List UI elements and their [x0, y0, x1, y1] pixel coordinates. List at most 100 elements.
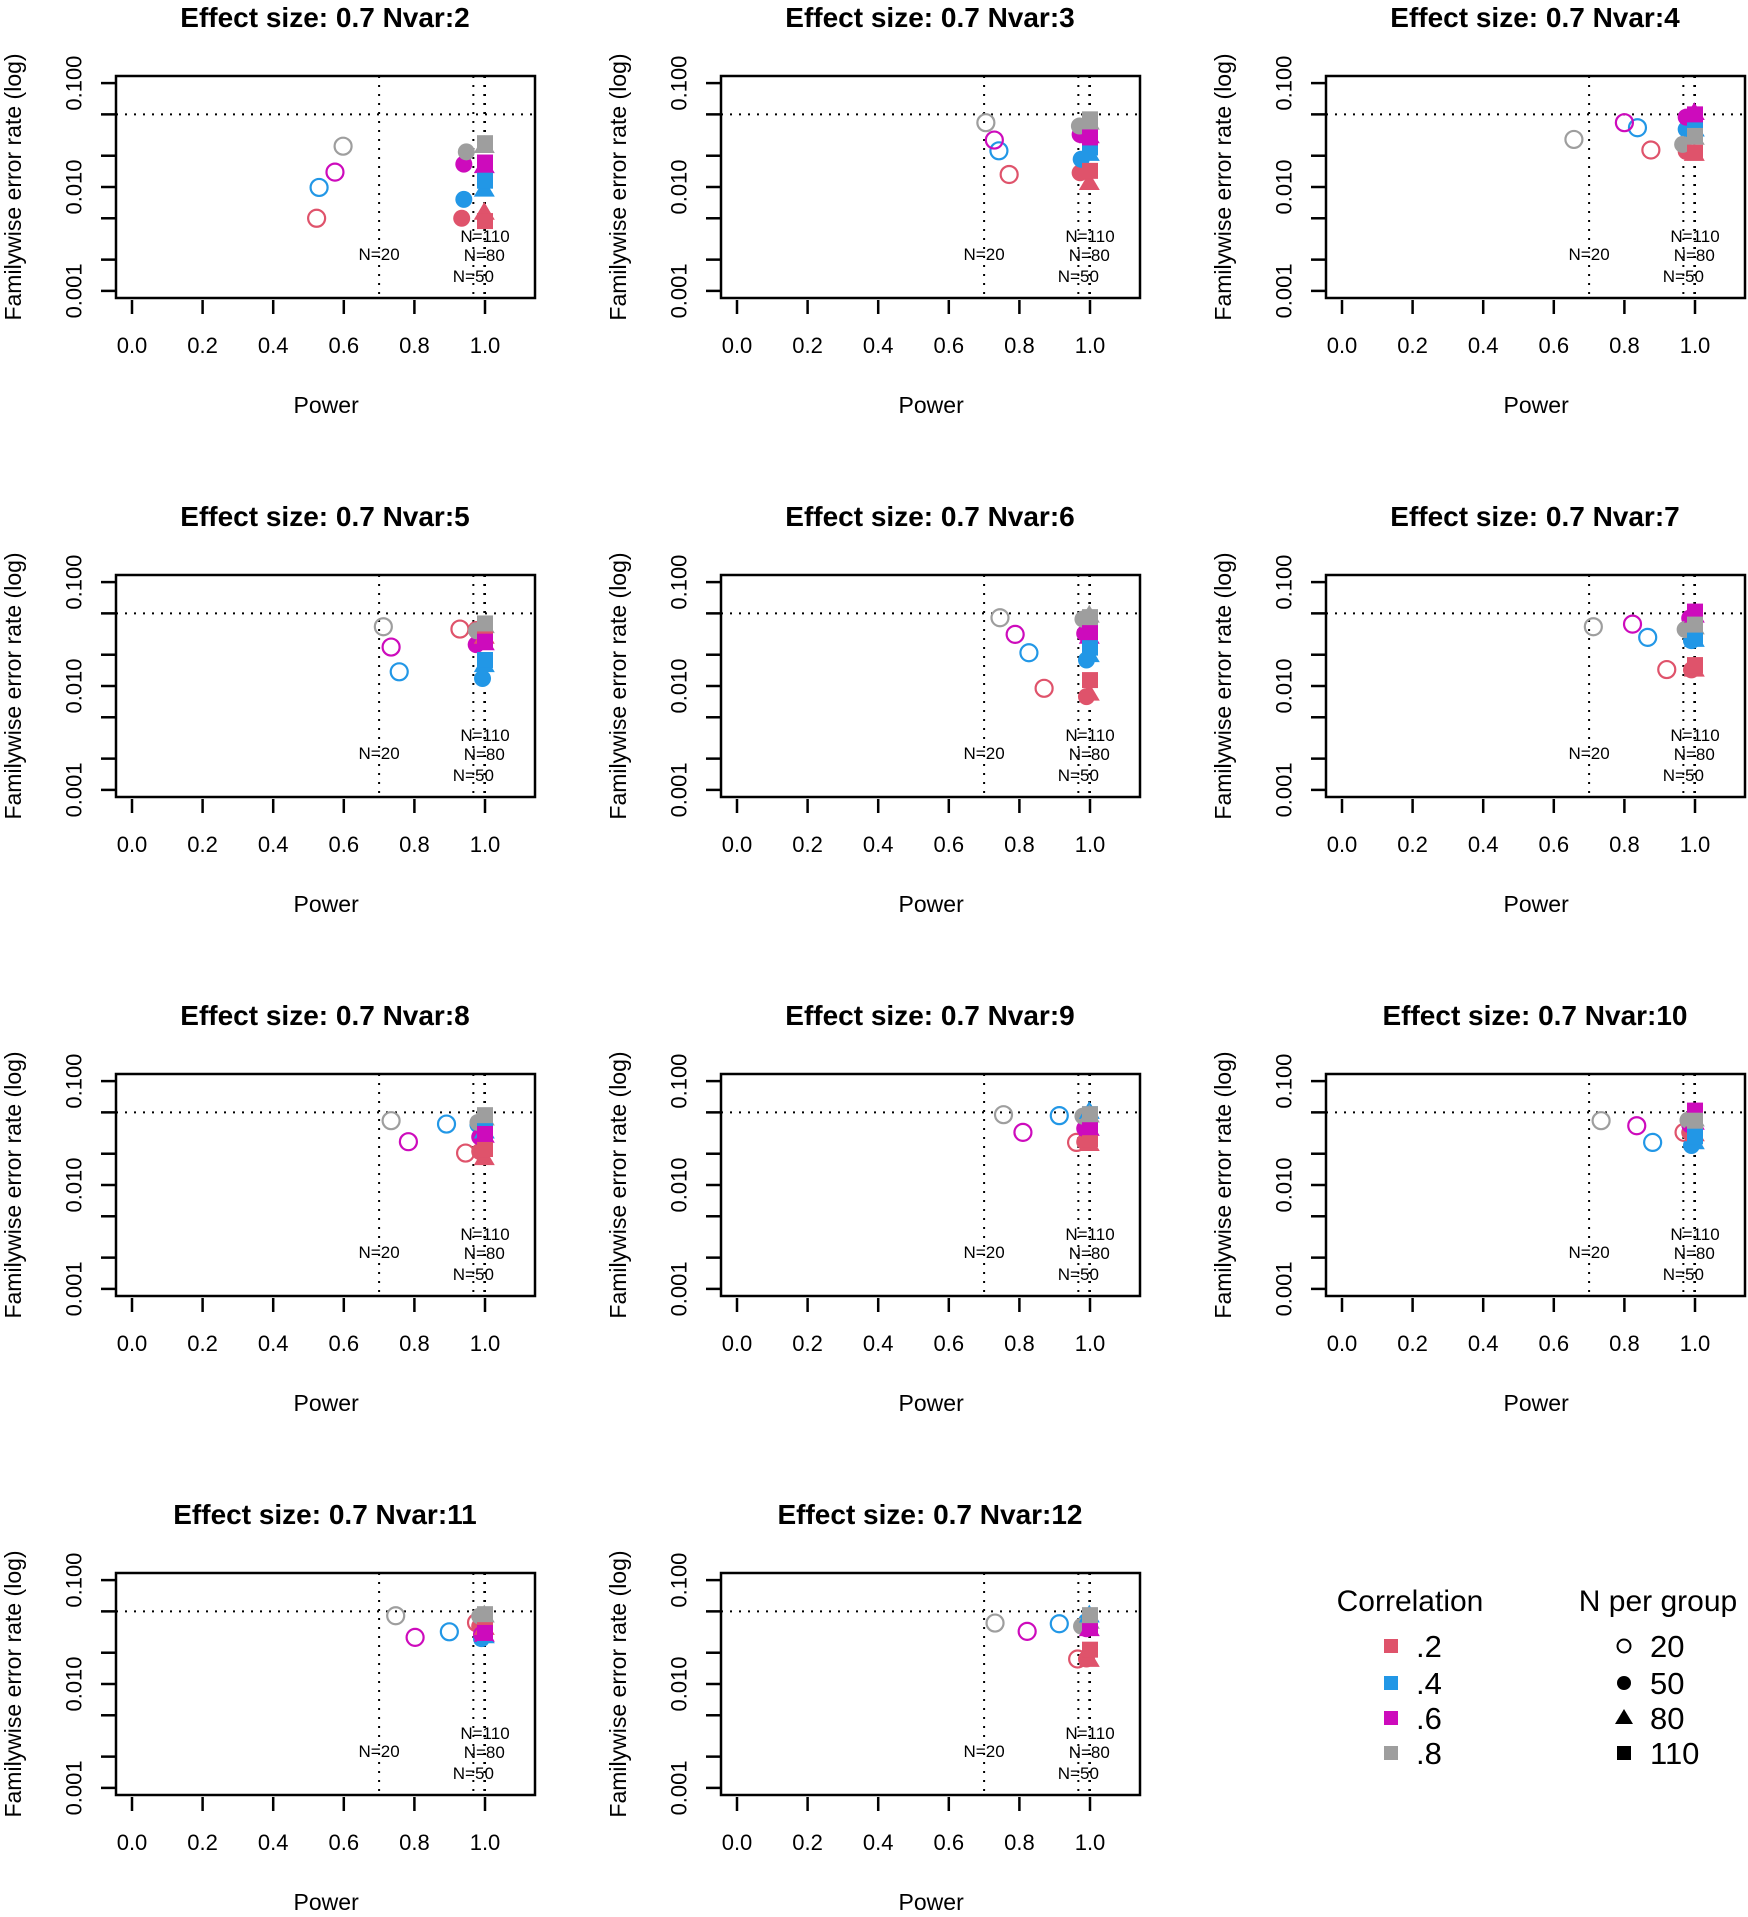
y-tick-label: 0.010: [1272, 1157, 1297, 1212]
data-point: [477, 615, 493, 632]
legend-correlation-label: .4: [1416, 1666, 1442, 1701]
data-point: [1627, 1116, 1647, 1136]
x-tick-label: 0.0: [722, 832, 753, 857]
reference-line-label: N=80: [1069, 745, 1110, 764]
data-point: [1082, 1106, 1098, 1123]
x-tick-label: 0.2: [187, 832, 218, 857]
legend-correlation-label: .8: [1416, 1736, 1442, 1771]
x-tick-label: 0.4: [863, 1331, 894, 1356]
legend-n-label: 110: [1650, 1736, 1699, 1771]
reference-line-label: N=110: [460, 1225, 509, 1244]
x-tick-label: 0.4: [863, 832, 894, 857]
x-tick-label: 0.2: [187, 1830, 218, 1855]
y-tick-label: 0.001: [1272, 762, 1297, 817]
y-tick-label: 0.001: [1272, 263, 1297, 318]
x-tick-label: 0.0: [1327, 832, 1358, 857]
y-tick-label: 0.001: [1272, 1261, 1297, 1316]
reference-line-label: N=80: [1674, 246, 1715, 265]
panel-4: Effect size: 0.7 Nvar:5 N=20 N=50 N=80N=110…: [0, 501, 537, 917]
y-tick-label: 0.100: [1272, 56, 1297, 111]
x-tick-label: 0.2: [1397, 333, 1428, 358]
data-point: [477, 154, 493, 171]
x-tick-label: 0.2: [1397, 1331, 1428, 1356]
x-axis-label: Power: [899, 1889, 965, 1915]
panel-title: Effect size: 0.7 Nvar:8: [180, 1000, 469, 1031]
y-tick-label: 0.001: [667, 263, 692, 318]
x-tick-label: 0.4: [258, 1331, 289, 1356]
x-tick-label: 0.0: [117, 333, 148, 358]
x-axis-label: Power: [899, 1390, 965, 1416]
reference-line-label: N=20: [964, 1243, 1005, 1262]
x-axis-label: Power: [294, 1390, 360, 1416]
x-tick-label: 0.8: [399, 333, 430, 358]
reference-line-label: N=20: [359, 1243, 400, 1262]
x-tick-label: 0.8: [399, 832, 430, 857]
x-axis-label: Power: [899, 891, 965, 917]
data-point: [1564, 129, 1584, 150]
reference-line-label: N=50: [1058, 1265, 1099, 1284]
data-point: [1622, 614, 1643, 634]
x-tick-label: 0.4: [1468, 1331, 1499, 1356]
data-point: [457, 143, 475, 161]
x-tick-label: 0.2: [187, 1331, 218, 1356]
data-point: [381, 637, 401, 657]
y-axis-label: Familywise error rate (log): [1210, 53, 1236, 320]
data-point: [439, 1622, 459, 1642]
x-tick-label: 0.2: [792, 1331, 823, 1356]
x-axis-label: Power: [1504, 1390, 1570, 1416]
y-axis-label: Familywise error rate (log): [0, 552, 26, 819]
reference-line-label: N=110: [1670, 726, 1719, 745]
x-axis-label: Power: [294, 1889, 360, 1915]
panel-title: Effect size: 0.7 Nvar:9: [785, 1000, 1074, 1031]
x-tick-label: 0.0: [722, 1830, 753, 1855]
filled-circle-icon: [1617, 1676, 1631, 1690]
x-tick-label: 0.8: [1609, 1331, 1640, 1356]
data-point: [1013, 1122, 1033, 1142]
data-point: [1643, 1132, 1663, 1153]
data-point: [989, 141, 1009, 161]
x-tick-label: 0.6: [1539, 1331, 1570, 1356]
data-point: [477, 651, 493, 668]
data-point: [373, 617, 393, 637]
reference-line-label: N=110: [460, 227, 509, 246]
panel-title: Effect size: 0.7 Nvar:10: [1382, 1000, 1687, 1031]
y-tick-label: 0.001: [62, 1261, 87, 1316]
panel-10: Effect size: 0.7 Nvar:11 N=20 N=50 N=80N=11…: [0, 1499, 537, 1915]
y-axis-label: Familywise error rate (log): [0, 1550, 26, 1817]
y-tick-label: 0.001: [667, 762, 692, 817]
y-tick-label: 0.100: [62, 1553, 87, 1608]
x-axis-label: Power: [294, 392, 360, 418]
y-tick-label: 0.010: [667, 1157, 692, 1212]
data-point: [1082, 111, 1098, 128]
x-tick-label: 0.8: [1004, 333, 1035, 358]
x-tick-label: 1.0: [470, 832, 501, 857]
y-tick-label: 0.010: [1272, 658, 1297, 713]
y-tick-label: 0.001: [62, 1760, 87, 1815]
data-point: [1082, 1619, 1098, 1636]
data-point: [990, 608, 1010, 628]
reference-line-label: N=20: [359, 744, 400, 763]
data-point: [1687, 1112, 1703, 1129]
legend-correlation-label: .2: [1416, 1629, 1442, 1664]
x-tick-label: 0.2: [792, 832, 823, 857]
data-point: [1082, 609, 1098, 626]
x-tick-label: 0.4: [1468, 832, 1499, 857]
y-tick-label: 0.100: [667, 555, 692, 610]
y-axis-label: Familywise error rate (log): [605, 552, 631, 819]
data-point: [993, 1105, 1014, 1125]
data-point: [1078, 172, 1100, 191]
panel-2: Effect size: 0.7 Nvar:3 N=20 N=50 N=80N=110…: [605, 2, 1142, 418]
data-point: [1082, 639, 1098, 656]
y-tick-label: 0.100: [62, 555, 87, 610]
data-point: [477, 1125, 493, 1142]
y-tick-label: 0.001: [667, 1261, 692, 1316]
x-tick-label: 0.8: [399, 1331, 430, 1356]
reference-line-label: N=110: [460, 1724, 509, 1743]
y-tick-label: 0.010: [667, 1656, 692, 1711]
legend-n-label: 50: [1650, 1666, 1684, 1701]
reference-line-label: N=110: [1670, 227, 1719, 246]
data-point: [1078, 1649, 1100, 1667]
data-point: [1687, 616, 1703, 633]
reference-line-label: N=20: [1569, 1243, 1610, 1262]
